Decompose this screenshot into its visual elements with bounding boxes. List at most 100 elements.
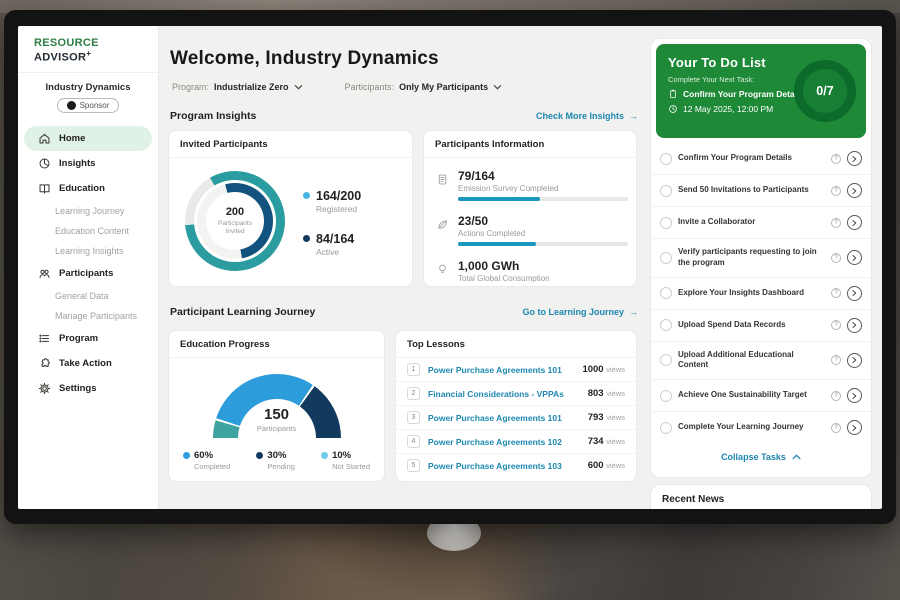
task-open-button[interactable] xyxy=(847,388,862,404)
lesson-link[interactable]: Power Purchase Agreements 102 xyxy=(428,436,562,447)
sidebar-item-label: Settings xyxy=(59,382,97,394)
sponsor-icon xyxy=(66,100,76,110)
check-more-insights-link[interactable]: Check More Insights → xyxy=(536,111,638,121)
task-label: Send 50 Invitations to Participants xyxy=(678,185,809,195)
sponsor-badge[interactable]: Sponsor xyxy=(56,97,120,113)
arrow-right-icon: → xyxy=(629,111,638,121)
sidebar-nav: Home Insights Education Learning Journey… xyxy=(18,125,158,401)
task-row-confirm-program: Confirm Your Program Details ? xyxy=(651,143,871,174)
chevron-down-icon[interactable] xyxy=(493,84,502,90)
task-open-button[interactable] xyxy=(847,420,862,436)
help-icon[interactable]: ? xyxy=(831,153,841,164)
invited-participants-donut: 200 Participants Invited xyxy=(185,171,285,271)
help-icon[interactable]: ? xyxy=(831,185,841,196)
consumption-value: 1,000 GWh xyxy=(458,259,520,273)
participants-icon xyxy=(39,269,50,278)
help-icon[interactable]: ? xyxy=(831,288,841,299)
chevron-right-icon xyxy=(852,392,857,399)
sidebar-item-settings[interactable]: Settings xyxy=(24,376,152,401)
legend-not-started: 10% Not Started xyxy=(321,450,370,471)
program-filter-value[interactable]: Industrialize Zero xyxy=(214,82,289,92)
chevron-right-icon xyxy=(852,322,857,329)
participants-information-card: Participants Information 79/164 Emission… xyxy=(423,130,637,287)
task-checkbox[interactable] xyxy=(660,251,672,264)
education-progress-card-title: Education Progress xyxy=(169,331,384,358)
lesson-link[interactable]: Power Purchase Agreements 101 xyxy=(428,364,562,375)
sidebar-item-education[interactable]: Education xyxy=(24,176,152,201)
sidebar-item-home[interactable]: Home xyxy=(24,125,152,151)
actions-completed-stat: 23/50 Actions Completed xyxy=(436,214,628,246)
task-open-button[interactable] xyxy=(847,352,862,368)
task-checkbox[interactable] xyxy=(660,152,672,165)
insights-icon xyxy=(39,158,50,169)
dashboard-screen: RESOURCE ADVISOR+ Industry Dynamics Spon… xyxy=(18,26,882,509)
sidebar-item-general-data[interactable]: General Data xyxy=(55,290,109,301)
sidebar-item-participants[interactable]: Participants xyxy=(24,261,152,286)
lesson-views-suffix: views xyxy=(606,413,625,422)
lesson-link[interactable]: Power Purchase Agreements 103 xyxy=(428,460,562,471)
not-started-dot xyxy=(321,452,329,459)
task-label: Complete Your Learning Journey xyxy=(678,422,804,432)
not-started-label: Not Started xyxy=(332,462,370,471)
help-icon[interactable]: ? xyxy=(831,320,841,331)
actions-completed-label: Actions Completed xyxy=(458,229,526,238)
task-open-button[interactable] xyxy=(847,183,862,198)
active-value: 84/164 xyxy=(316,231,355,246)
collapse-tasks-link[interactable]: Collapse Tasks xyxy=(651,443,871,469)
check-more-insights-label: Check More Insights xyxy=(535,111,624,121)
task-open-button[interactable] xyxy=(847,285,862,301)
donut-legend: 164/200 Registered 84/164 Active xyxy=(303,189,361,257)
participants-information-card-title: Participants Information xyxy=(424,131,636,158)
bulb-icon xyxy=(439,264,446,274)
help-icon[interactable]: ? xyxy=(831,252,841,263)
sidebar-item-take-action[interactable]: Take Action xyxy=(24,351,152,376)
help-icon[interactable]: ? xyxy=(831,422,841,433)
consumption-label: Total Global Consumption xyxy=(458,274,550,283)
task-checkbox[interactable] xyxy=(660,216,672,229)
task-open-button[interactable] xyxy=(847,215,862,230)
task-open-button[interactable] xyxy=(847,250,862,266)
task-checkbox[interactable] xyxy=(660,184,672,197)
take-action-icon xyxy=(41,357,50,367)
org-name: Industry Dynamics xyxy=(45,81,131,93)
lesson-link[interactable]: Financial Considerations - VPPAs xyxy=(428,388,564,399)
task-checkbox[interactable] xyxy=(660,389,672,402)
lesson-rank: 4 xyxy=(407,435,420,448)
legend-completed: 60% Completed xyxy=(183,450,230,471)
chevron-down-icon[interactable] xyxy=(294,84,303,90)
sidebar-item-education-content[interactable]: Education Content xyxy=(55,225,130,236)
lesson-views-count: 793 xyxy=(587,412,604,423)
sidebar-item-label: Program xyxy=(59,332,99,344)
sidebar-item-insights[interactable]: Insights xyxy=(24,151,152,176)
sponsor-badge-label: Sponsor xyxy=(79,100,110,110)
help-icon[interactable]: ? xyxy=(831,355,841,366)
donut-center-label: Participants Invited xyxy=(218,219,252,235)
sidebar-item-manage-participants[interactable]: Manage Participants xyxy=(55,310,138,321)
not-started-pct: 10% xyxy=(332,450,352,461)
task-row-achieve-target: Achieve One Sustainability Target ? xyxy=(651,379,871,411)
task-checkbox[interactable] xyxy=(660,354,672,367)
sidebar-item-program[interactable]: Program xyxy=(24,326,152,351)
go-to-learning-journey-link[interactable]: Go to Learning Journey → xyxy=(522,307,638,317)
task-checkbox[interactable] xyxy=(660,421,672,434)
chevron-right-icon xyxy=(852,155,857,162)
help-icon[interactable]: ? xyxy=(831,217,841,228)
clock-icon xyxy=(669,105,677,113)
task-checkbox[interactable] xyxy=(660,319,672,332)
lesson-rank: 5 xyxy=(407,459,420,472)
pending-dot xyxy=(256,452,264,459)
sidebar-item-learning-journey[interactable]: Learning Journey xyxy=(55,205,125,216)
sidebar-item-learning-insights[interactable]: Learning Insights xyxy=(55,245,124,256)
help-icon[interactable]: ? xyxy=(831,390,841,401)
invited-participants-card-title: Invited Participants xyxy=(169,131,412,158)
todo-title: Your To Do List xyxy=(668,55,766,70)
task-list: Confirm Your Program Details ? Send 50 I… xyxy=(651,143,871,443)
task-checkbox[interactable] xyxy=(660,287,672,300)
program-filter: Program: Industrialize Zero xyxy=(172,82,303,92)
lesson-link[interactable]: Power Purchase Agreements 101 xyxy=(428,412,562,423)
task-open-button[interactable] xyxy=(847,151,862,166)
program-filter-label: Program: xyxy=(172,82,210,92)
task-open-button[interactable] xyxy=(847,317,862,333)
participants-filter-value[interactable]: Only My Participants xyxy=(399,82,489,92)
gauge-center-label: Participants xyxy=(256,424,297,433)
